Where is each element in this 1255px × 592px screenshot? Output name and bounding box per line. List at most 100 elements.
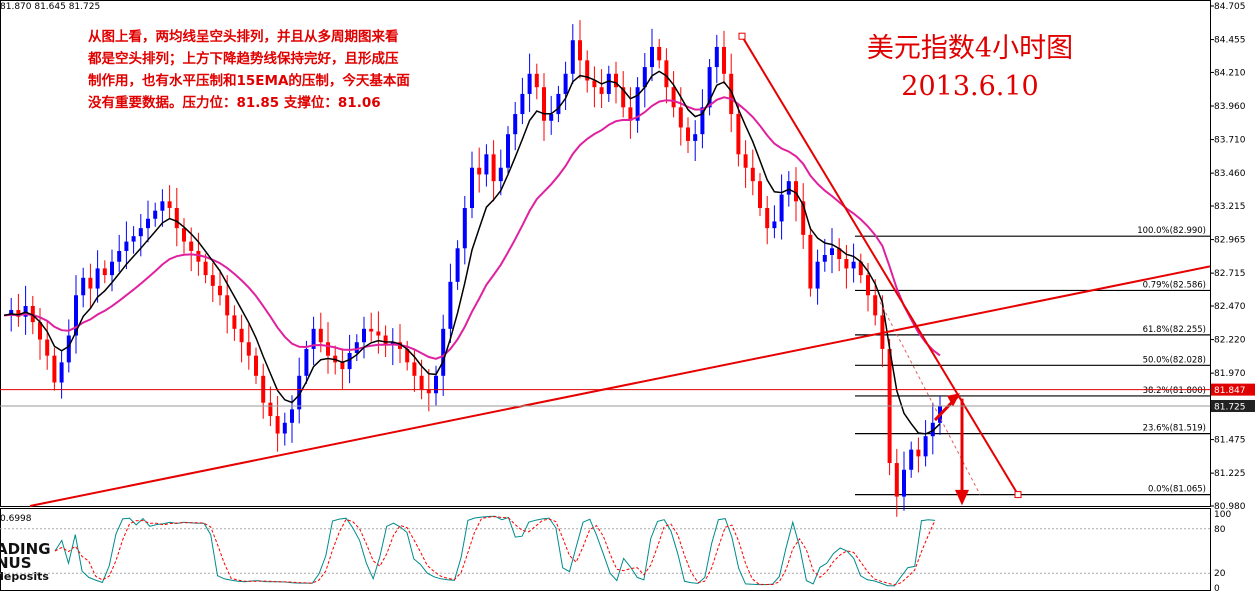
candle-body xyxy=(923,436,928,457)
candle-body xyxy=(909,449,914,470)
candle-body xyxy=(117,250,122,262)
candle-body xyxy=(822,254,827,262)
candle-body xyxy=(830,248,834,255)
candle-body xyxy=(74,295,78,336)
fast-ema-line xyxy=(3,70,941,435)
annotation-line: 制作用，也有水平压制和15EMA的压制，今天基本面 xyxy=(88,73,410,89)
y-tick-label: 84.705 xyxy=(1214,2,1246,12)
trendlines xyxy=(29,32,1211,507)
stochastic-oscillator: 100 80 20 0 xyxy=(0,510,1231,592)
candle-body xyxy=(102,268,107,276)
candle-body xyxy=(635,87,640,121)
candle-body xyxy=(95,268,100,289)
candle-body xyxy=(232,315,237,329)
price-marker-label: 81.847 xyxy=(1214,386,1246,396)
osc-level-label: 100 xyxy=(1214,510,1231,520)
candle-body xyxy=(563,73,568,94)
fib-level-label: 50.0%(82.028) xyxy=(1143,355,1206,365)
candle-body xyxy=(131,236,136,242)
candle-body xyxy=(304,348,309,376)
candle-body xyxy=(477,167,482,175)
candle-body xyxy=(599,87,604,94)
candle-body xyxy=(664,60,669,88)
candle-body xyxy=(455,248,460,282)
y-tick-label: 82.965 xyxy=(1214,236,1246,246)
candle-body xyxy=(318,328,323,343)
candle-body xyxy=(405,348,410,363)
y-tick-label: 81.225 xyxy=(1214,469,1246,479)
candle-body xyxy=(678,107,683,128)
candle-body xyxy=(419,375,424,390)
falling-resistance-trendline xyxy=(741,35,1019,496)
fib-level-label: 38.2%(81.800) xyxy=(1143,386,1206,396)
candle-body xyxy=(750,167,755,182)
candle-body xyxy=(930,422,935,437)
candle-body xyxy=(844,259,849,269)
candle-body xyxy=(59,362,64,383)
candle-body xyxy=(570,40,575,74)
candle-body xyxy=(527,73,532,94)
y-tick-label: 80.980 xyxy=(1214,502,1246,512)
candle-body xyxy=(167,201,172,209)
up-arrow-head xyxy=(947,393,960,407)
candle-body xyxy=(340,362,345,370)
candle-body xyxy=(794,181,798,202)
stochastic-main-line xyxy=(54,515,936,587)
candle-body xyxy=(707,67,712,108)
candle-body xyxy=(448,281,453,329)
candle-body xyxy=(498,167,503,182)
slow-ema-line xyxy=(3,96,941,360)
candle-body xyxy=(146,218,150,229)
rising-support-trendline xyxy=(29,265,1211,507)
fib-level-label: 61.8%(82.255) xyxy=(1143,325,1206,335)
y-tick-label: 84.455 xyxy=(1214,36,1246,46)
candle-body xyxy=(902,469,906,497)
candle-body xyxy=(81,277,86,296)
candle-body xyxy=(297,375,302,410)
candle-body xyxy=(815,261,820,289)
oscillator-readout: 0.6998 xyxy=(0,514,32,524)
y-tick-label: 82.220 xyxy=(1214,336,1246,346)
annotation-line: 从图上看，两均线呈空头排列，并且从多周期图来看 xyxy=(88,29,399,45)
candle-body xyxy=(686,127,690,141)
candle-body xyxy=(786,181,791,195)
candle-body xyxy=(354,342,359,353)
candle-body xyxy=(894,463,899,497)
candle-body xyxy=(657,46,662,61)
price-marker-box xyxy=(1211,400,1255,412)
osc-level-label: 0 xyxy=(1214,584,1220,592)
fib-level-label: 0.79%(82.586) xyxy=(1143,280,1206,290)
candle-body xyxy=(556,93,561,115)
candle-body xyxy=(23,306,28,317)
oscillator-plot-border xyxy=(0,508,1211,591)
candle-body xyxy=(578,40,582,61)
main-plot-border xyxy=(0,0,1211,507)
candle-body xyxy=(9,310,14,316)
plot-frame xyxy=(0,0,1211,591)
candle-body xyxy=(513,114,518,135)
fibonacci-levels: 100.0%(82.990) 0.79%(82.586) 61.8%(82.255)… xyxy=(855,226,1210,496)
candle-body xyxy=(225,295,230,316)
fib-level-label: 0.0%(81.065) xyxy=(1148,485,1206,495)
y-tick-label: 81.970 xyxy=(1214,369,1246,379)
candle-body xyxy=(743,154,748,168)
candle-body xyxy=(45,339,50,356)
y-tick-label: 82.470 xyxy=(1214,302,1246,312)
down-arrow-head xyxy=(955,489,969,506)
candle-body xyxy=(38,322,42,340)
candle-body xyxy=(765,208,770,229)
candle-body xyxy=(729,73,734,115)
price-marker-box xyxy=(1211,383,1255,396)
candle-body xyxy=(722,46,726,74)
candle-body xyxy=(383,335,388,345)
candle-body xyxy=(866,275,870,296)
candle-body xyxy=(110,261,114,276)
fib-level-label: 100.0%(82.990) xyxy=(1137,226,1206,236)
candle-body xyxy=(621,87,626,108)
candle-body xyxy=(275,416,280,434)
candlesticks xyxy=(9,20,942,517)
candle-body xyxy=(268,402,273,417)
chart-title-date: 2013.6.10 xyxy=(901,71,1039,102)
price-axis: 84.705 84.455 84.210 83.960 83.710 83.460 83.2… xyxy=(0,2,1255,512)
